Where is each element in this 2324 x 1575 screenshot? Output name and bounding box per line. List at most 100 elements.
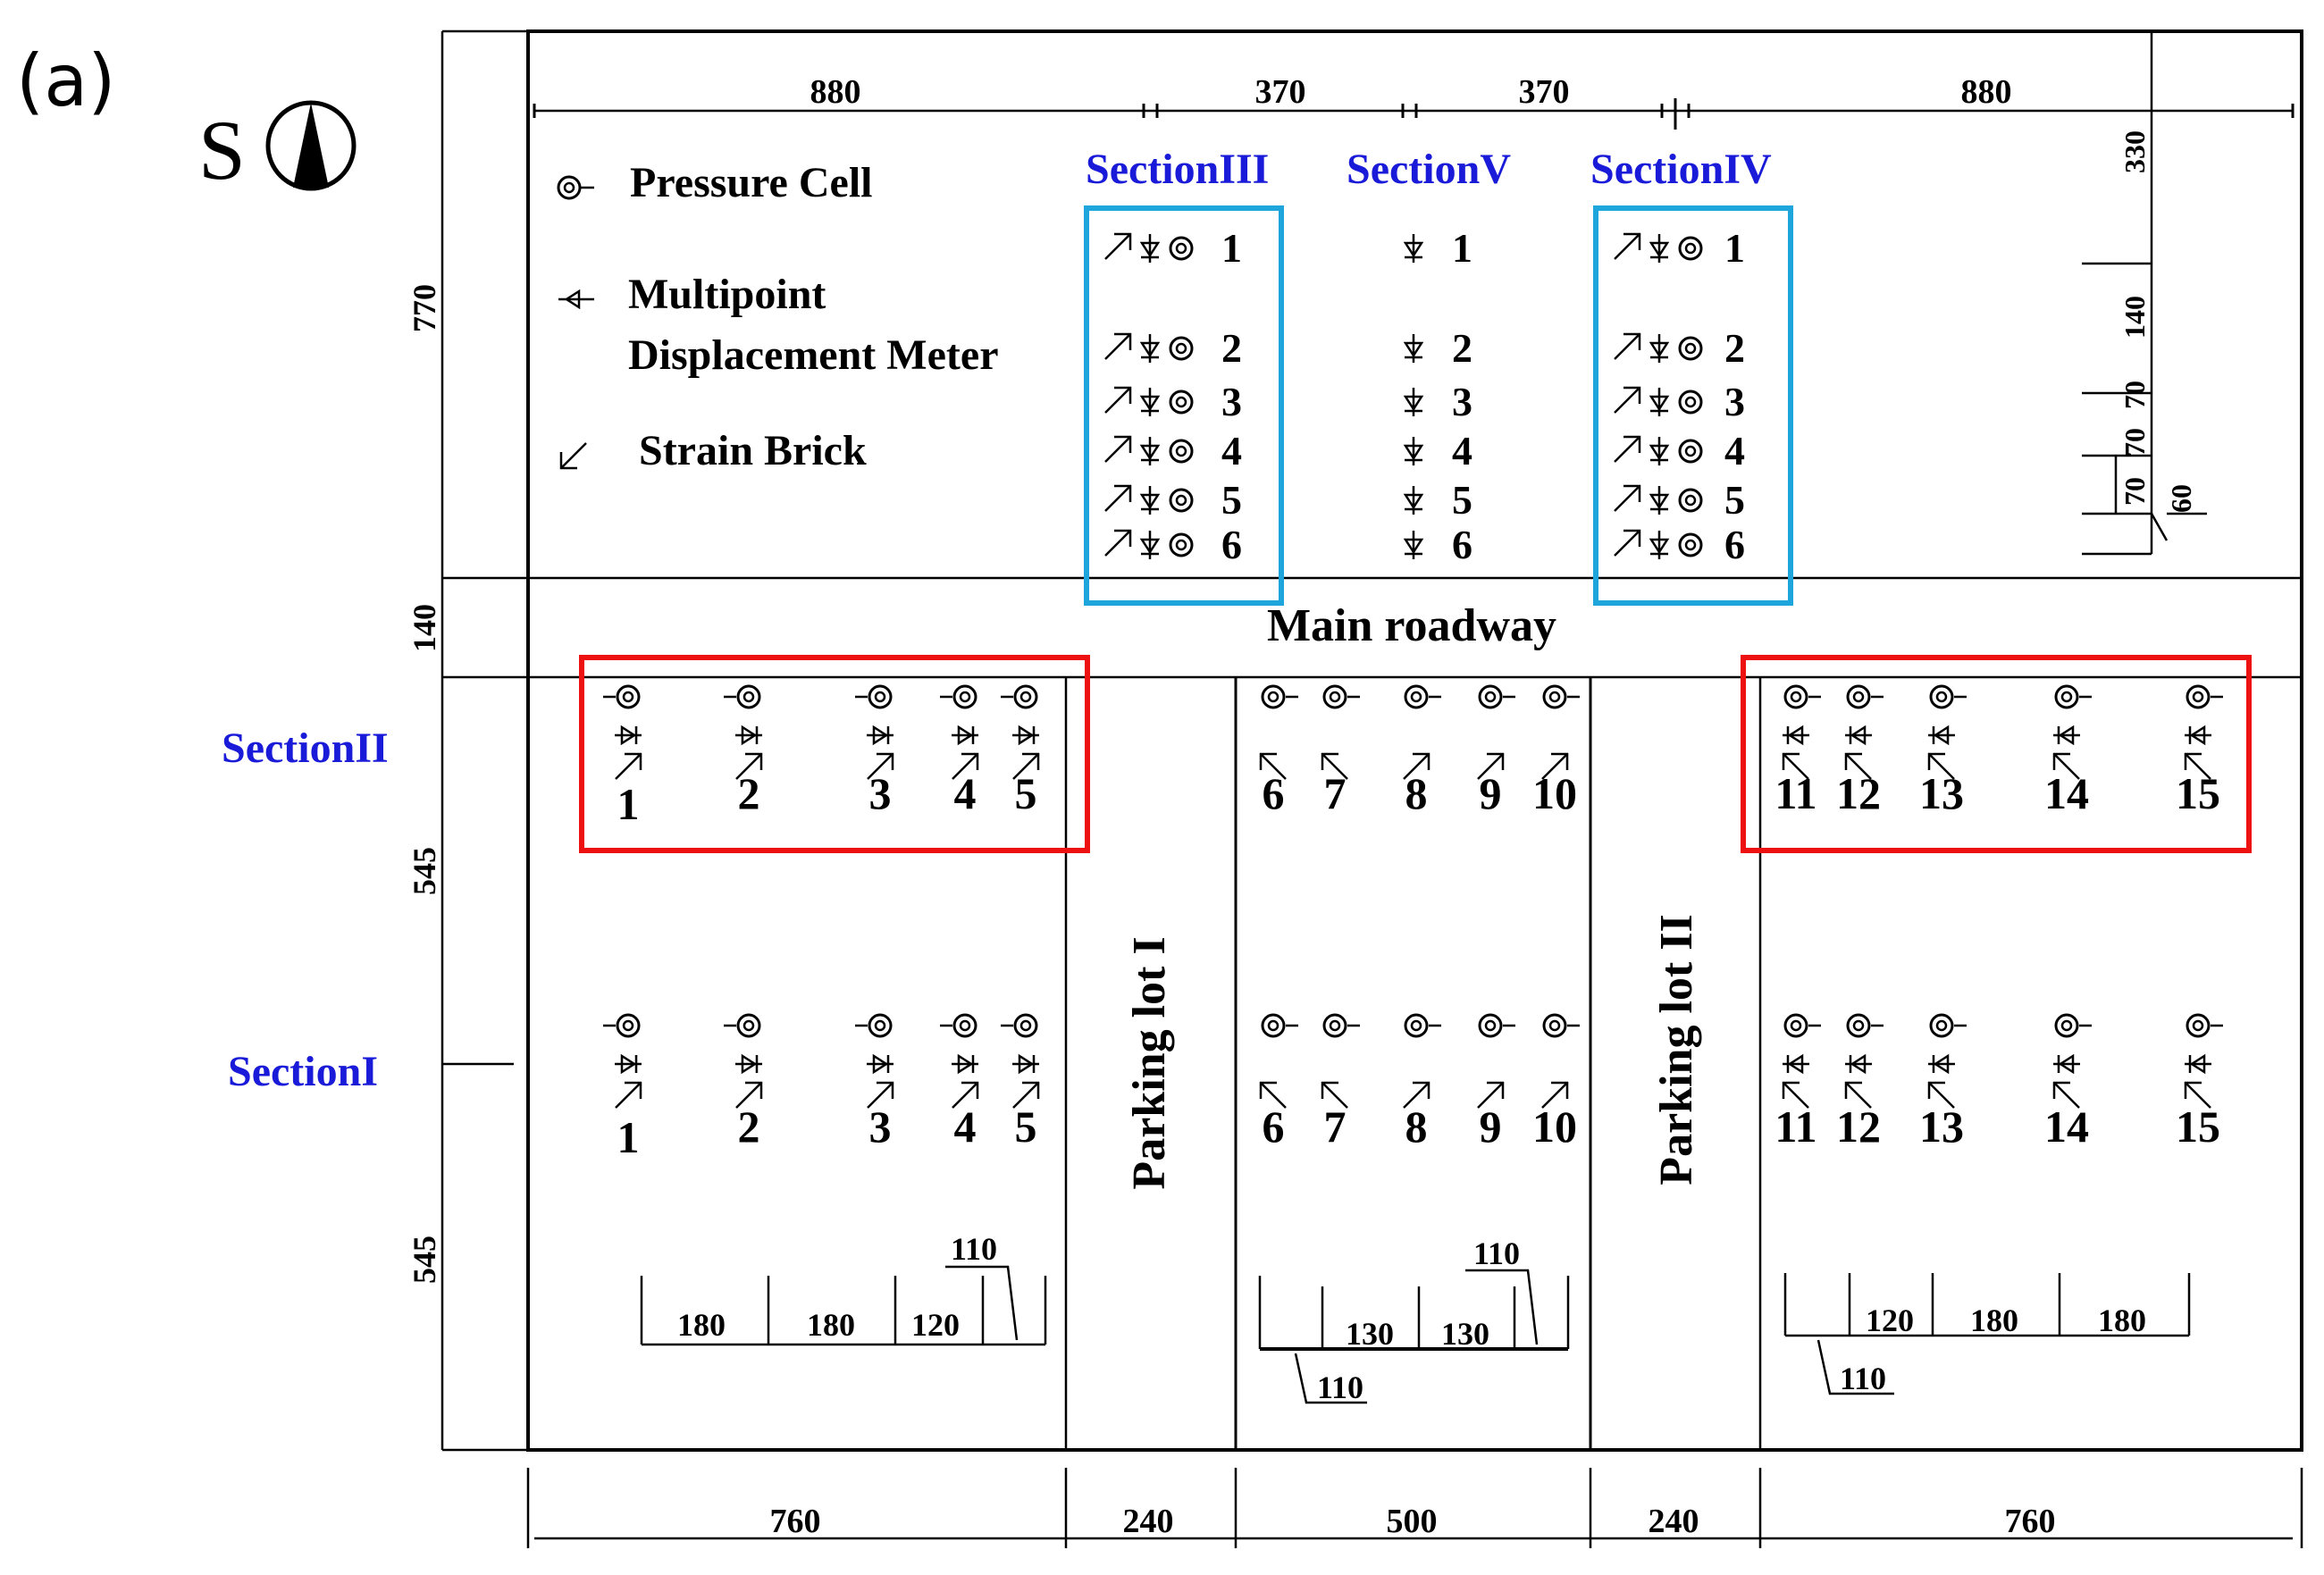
point-number: 4 <box>1221 428 1242 473</box>
point-number: 1 <box>1452 225 1472 271</box>
section-v-label: SectionV <box>1347 146 1511 193</box>
dim-left-545a: 545 <box>407 847 442 895</box>
dim-left-140: 140 <box>407 604 442 652</box>
section-ii-left-highlight <box>579 655 1090 853</box>
displacement-meter-icon <box>613 1053 643 1075</box>
section-ii-label: SectionII <box>222 725 389 772</box>
point-number: 3 <box>1221 379 1242 424</box>
displacement-meter-icon <box>950 725 980 746</box>
displacement-meter-icon <box>1403 484 1424 516</box>
right-dimension-line <box>2082 31 2207 556</box>
strain-brick-icon <box>1103 386 1132 415</box>
legend-multipoint: Multipoint <box>628 271 826 318</box>
pressure-cell-icon <box>1846 684 1871 709</box>
point-number: 9 <box>1480 1102 1502 1152</box>
dim-right-60: 60 <box>2165 484 2197 513</box>
strain-brick-icon <box>1613 386 1641 415</box>
point-number: 5 <box>1015 768 1037 818</box>
pressure-cell-icon <box>2186 684 2211 709</box>
displacement-meter-icon <box>1403 332 1424 364</box>
point-number: 2 <box>738 768 760 818</box>
spacing-110-left: 110 <box>951 1231 997 1267</box>
strain-brick-icon <box>614 1081 642 1110</box>
spacing-130b: 130 <box>1441 1316 1489 1352</box>
pressure-cell-icon <box>1846 1013 1871 1038</box>
dim-top-880a: 880 <box>810 73 861 111</box>
section-ii-instruments: 1 2 3 4 5 6 7 8 9 10 11 12 13 14 15 <box>603 684 2223 829</box>
pressure-cell-icon <box>1542 1013 1567 1038</box>
point-number: 14 <box>2044 1102 2089 1152</box>
dim-bottom-760b: 760 <box>2005 1503 2056 1540</box>
strain-brick-icon <box>1103 435 1132 464</box>
dim-right-140: 140 <box>2118 296 2151 339</box>
dim-right-70b: 70 <box>2118 428 2151 457</box>
point-number: 8 <box>1405 768 1428 818</box>
point-number: 1 <box>1221 225 1242 271</box>
point-number: 1 <box>1724 225 1745 271</box>
pressure-cell-icon <box>1542 684 1567 709</box>
point-number: 7 <box>1324 768 1347 818</box>
displacement-meter-icon <box>1139 332 1161 364</box>
displacement-meter-icon <box>1649 386 1670 418</box>
pressure-cell-icon <box>1678 488 1703 513</box>
point-number: 5 <box>1724 477 1745 523</box>
displacement-meter-icon <box>1843 1053 1874 1075</box>
section-i-instruments: 1 2 3 4 5 6 7 8 9 10 11 12 13 14 15 <box>603 1013 2223 1162</box>
pressure-cell-icon <box>1929 1013 1954 1038</box>
point-number: 11 <box>1774 768 1816 818</box>
displacement-meter-icon <box>734 725 764 746</box>
pressure-cell-icon <box>1013 1013 1038 1038</box>
parking-lot-1-label: Parking lot I <box>1124 936 1175 1189</box>
pressure-cell-icon <box>1322 684 1347 709</box>
displacement-meter-icon <box>1781 725 1811 746</box>
strain-brick-icon <box>1613 232 1641 261</box>
point-number: 1 <box>617 1112 640 1162</box>
point-number: 10 <box>1532 1102 1577 1152</box>
pressure-cell-icon <box>1678 439 1703 464</box>
dim-right-70c: 70 <box>2118 477 2151 506</box>
legend-pressure-cell: Pressure Cell <box>630 159 873 206</box>
pressure-cell-icon <box>1783 684 1808 709</box>
section-iv-label: SectionIV <box>1590 146 1772 193</box>
pressure-cell-icon <box>557 175 582 200</box>
point-number: 3 <box>869 1102 892 1152</box>
main-roadway-label: Main roadway <box>1267 600 1556 651</box>
point-number: 3 <box>1452 379 1472 424</box>
pressure-cell-icon <box>1404 1013 1429 1038</box>
pressure-cell-icon <box>952 1013 977 1038</box>
point-number: 6 <box>1452 522 1472 567</box>
spacing-dim-right <box>1783 1273 2191 1395</box>
displacement-meter-icon <box>1403 529 1424 561</box>
pressure-cell-icon <box>868 1013 893 1038</box>
pressure-cell-icon <box>1783 1013 1808 1038</box>
point-number: 2 <box>1452 325 1472 371</box>
pressure-cell-icon <box>1478 684 1503 709</box>
left-dimension-line <box>440 29 528 1452</box>
displacement-meter-icon <box>1843 725 1874 746</box>
displacement-meter-icon <box>734 1053 764 1075</box>
strain-brick-icon <box>1103 332 1132 361</box>
strain-brick-icon <box>559 442 587 470</box>
north-arrow-icon <box>265 100 357 191</box>
legend-strain-brick: Strain Brick <box>639 427 867 474</box>
compass-label: S <box>198 103 246 197</box>
pressure-cell-icon <box>868 684 893 709</box>
dim-bottom-500: 500 <box>1387 1503 1438 1540</box>
strain-brick-icon <box>1103 232 1132 261</box>
displacement-meter-icon <box>1011 1053 1041 1075</box>
spacing-180a: 180 <box>677 1307 726 1343</box>
displacement-meter-icon <box>2051 1053 2082 1075</box>
displacement-meter-icon <box>1649 232 1670 264</box>
point-number: 15 <box>2176 768 2220 818</box>
point-number: 15 <box>2176 1102 2220 1152</box>
pressure-cell-icon <box>736 1013 761 1038</box>
point-number: 2 <box>738 1102 760 1152</box>
strain-brick-icon <box>1613 435 1641 464</box>
point-number: 6 <box>1221 522 1242 567</box>
displacement-meter-icon <box>865 1053 895 1075</box>
pressure-cell-icon <box>1261 684 1286 709</box>
point-number: 5 <box>1015 1102 1037 1152</box>
pressure-cell-icon <box>1929 684 1954 709</box>
